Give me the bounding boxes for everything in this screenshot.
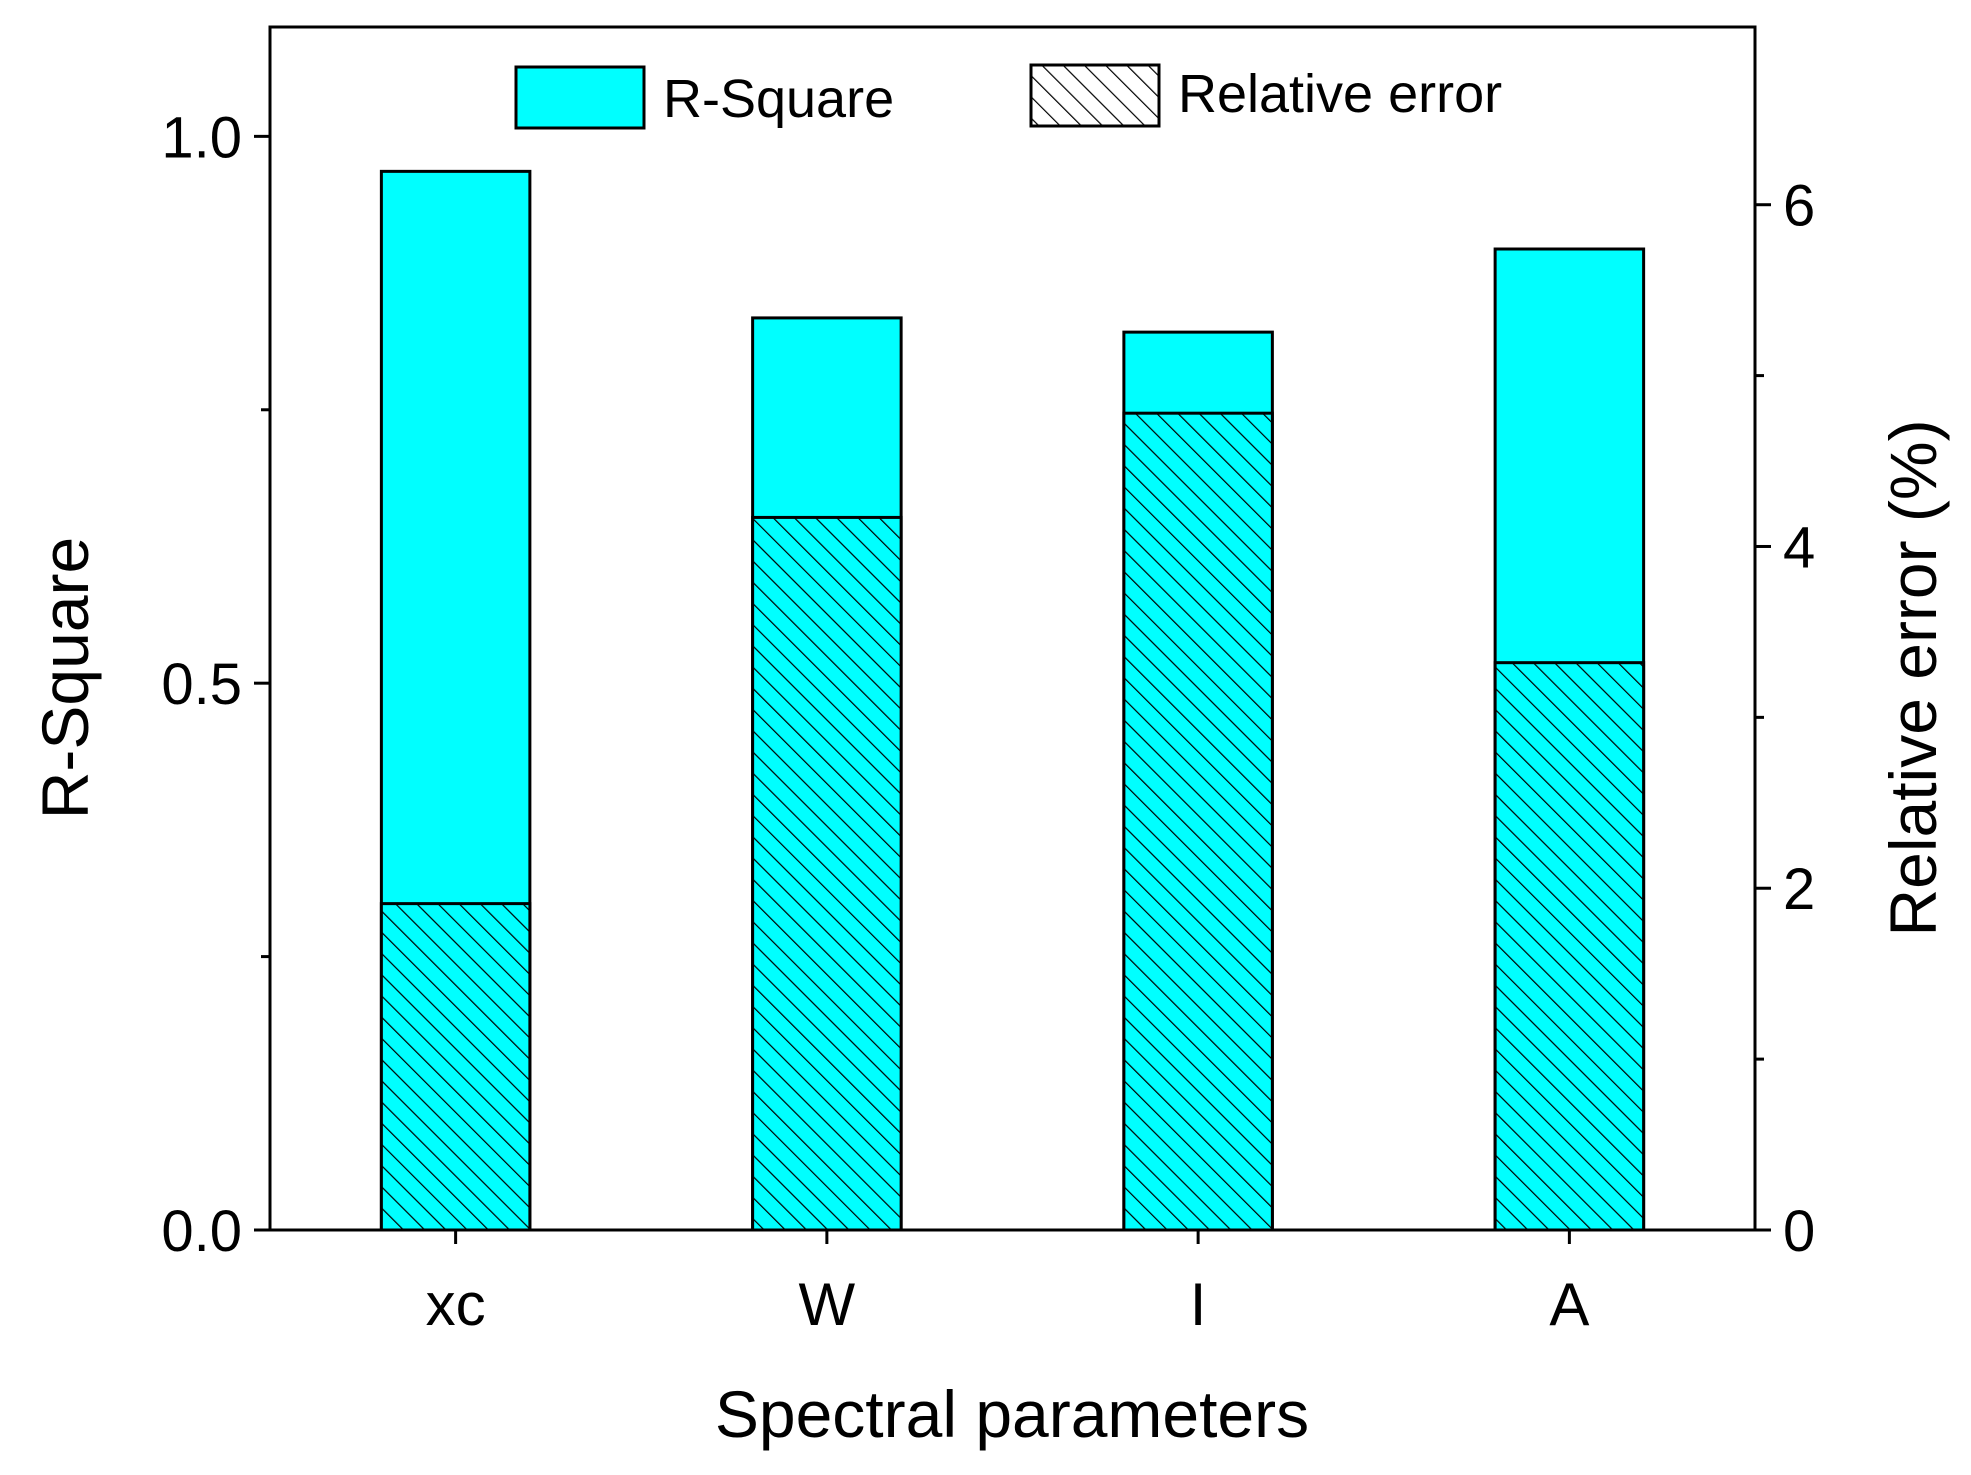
bar-relative-error-A — [1493, 661, 1646, 1232]
bar-relative-error-I — [1122, 411, 1274, 1232]
x-axis-title: Spectral parameters — [715, 1377, 1309, 1451]
right-tick-label: 0 — [1783, 1199, 1815, 1264]
legend-label-rsquare: R-Square — [663, 69, 894, 129]
left-tick-label: 0.5 — [161, 652, 242, 717]
x-tick-label-xc: xc — [426, 1271, 486, 1338]
legend: R-Square Relative error — [514, 63, 1502, 130]
right-axis-title: Relative error (%) — [1876, 419, 1950, 936]
legend-swatch-relative-error — [1029, 63, 1161, 128]
x-tick-label-A: A — [1549, 1271, 1589, 1338]
bar-relative-error-xc — [379, 902, 532, 1232]
x-tick-label-I: I — [1190, 1271, 1207, 1338]
right-tick-label: 6 — [1783, 174, 1815, 239]
axes-layer: xc W I A 0.0 0.5 1.0 0 2 4 6 — [161, 105, 1815, 1338]
left-axis-title: R-Square — [28, 537, 102, 819]
x-tick-label-W: W — [799, 1271, 856, 1338]
plot-frame — [268, 25, 1757, 1232]
bars-layer — [379, 169, 1646, 1232]
right-tick-label: 2 — [1783, 857, 1815, 922]
left-tick-label: 0.0 — [161, 1199, 242, 1264]
legend-swatch-rsquare — [514, 65, 646, 130]
right-tick-label: 4 — [1783, 515, 1815, 580]
legend-label-relative-error: Relative error — [1178, 64, 1502, 124]
left-tick-label: 1.0 — [161, 105, 242, 170]
bar-relative-error-W — [751, 515, 903, 1232]
